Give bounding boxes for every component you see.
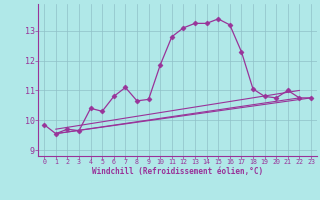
X-axis label: Windchill (Refroidissement éolien,°C): Windchill (Refroidissement éolien,°C) xyxy=(92,167,263,176)
